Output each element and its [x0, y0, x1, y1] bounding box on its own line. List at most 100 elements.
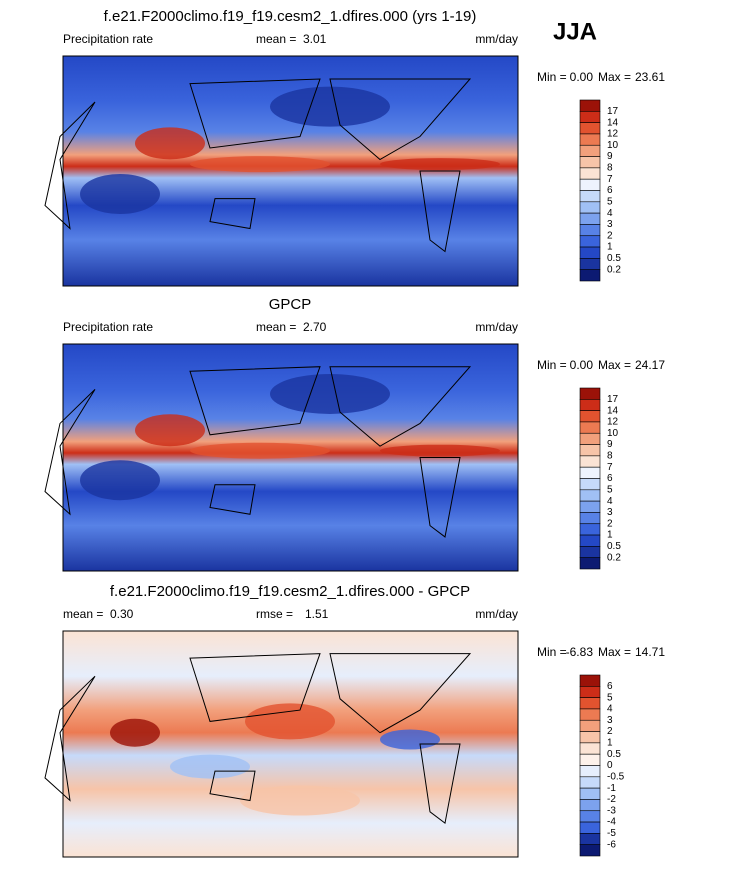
colorbar-label: 0: [607, 760, 613, 771]
colorbar-label: 14: [607, 117, 619, 128]
colorbar-box: [579, 557, 601, 570]
coastline: [419, 457, 461, 538]
colorbar-label: 17: [607, 394, 619, 405]
colorbar-box: [579, 444, 601, 457]
map-feature: [240, 785, 360, 816]
colorbar-label: 5: [607, 484, 613, 495]
units: mm/day: [475, 607, 518, 621]
stat-label: mean =: [63, 607, 103, 621]
panel-title: f.e21.F2000climo.f19_f19.cesm2_1.dfires.…: [110, 583, 470, 600]
colorbar-label: 9: [607, 439, 613, 450]
colorbar-label: 7: [607, 462, 613, 473]
colorbar-label: 2: [607, 518, 613, 529]
colorbar-box: [579, 387, 601, 400]
colorbar-label: 5: [607, 692, 613, 703]
colorbar-label: 10: [607, 140, 619, 151]
colorbar-label: 1: [607, 738, 613, 749]
map-feature: [110, 718, 160, 747]
colorbar-label: -2: [607, 794, 616, 805]
colorbar-box: [579, 156, 601, 169]
colorbar-box: [579, 410, 601, 423]
colorbar-label: 0.5: [607, 253, 621, 264]
colorbar-label: 12: [607, 417, 619, 428]
stat-label: mean =: [256, 320, 296, 334]
colorbar-box: [579, 99, 601, 112]
colorbar-label: 2: [607, 726, 613, 737]
colorbar-label: 1: [607, 530, 613, 541]
colorbar-box: [579, 269, 601, 282]
colorbar-label: -5: [607, 828, 616, 839]
colorbar-box: [579, 167, 601, 180]
max-label: Max =: [598, 358, 631, 372]
coastline: [209, 198, 256, 230]
colorbar-label: 2: [607, 230, 613, 241]
min-label: Min =: [537, 358, 567, 372]
map-feature: [380, 444, 500, 457]
map-feature: [135, 414, 205, 447]
panel-title: GPCP: [269, 296, 312, 313]
map-feature: [135, 127, 205, 160]
colorbar-label: -1: [607, 783, 616, 794]
min-label: Min =: [537, 645, 567, 659]
coastline: [419, 170, 461, 253]
map-feature: [270, 86, 390, 127]
stat-value: 0.30: [110, 607, 134, 621]
colorbar-box: [579, 111, 601, 123]
colorbar-box: [579, 178, 601, 191]
colorbar-label: 0.2: [607, 552, 621, 563]
colorbar-label: 14: [607, 405, 619, 416]
stat-label: mean =: [256, 32, 296, 46]
colorbar-box: [579, 810, 601, 823]
map-feature: [380, 158, 500, 171]
colorbar-box: [579, 742, 601, 755]
panel-title: f.e21.F2000climo.f19_f19.cesm2_1.dfires.…: [104, 8, 477, 25]
coastline: [329, 366, 472, 447]
colorbar-box: [579, 201, 601, 214]
map-feature: [190, 442, 330, 459]
max-label: Max =: [598, 645, 631, 659]
colorbar-box: [579, 753, 601, 766]
map-feature: [80, 460, 160, 501]
units: mm/day: [475, 32, 518, 46]
colorbar-box: [579, 674, 601, 687]
colorbar-label: 3: [607, 507, 613, 518]
coastline: [419, 743, 461, 824]
colorbar-box: [579, 697, 601, 710]
coastline: [189, 653, 321, 722]
colorbar-label: 6: [607, 473, 613, 484]
colorbar-box: [579, 500, 601, 513]
left-label: Precipitation rate: [63, 320, 153, 334]
colorbar-label: -3: [607, 805, 616, 816]
max-label: Max =: [598, 70, 631, 84]
colorbar-box: [579, 799, 601, 812]
coastline: [44, 389, 96, 516]
colorbar-box: [579, 523, 601, 536]
colorbar-label: 17: [607, 106, 619, 117]
colorbar-label: 10: [607, 428, 619, 439]
colorbar-box: [579, 546, 601, 558]
colorbar-label: 4: [607, 704, 613, 715]
stat-value: 1.51: [305, 607, 329, 621]
coastline: [44, 675, 96, 802]
map-feature: [245, 703, 335, 740]
colorbar-label: 4: [607, 496, 613, 507]
coastline: [329, 78, 472, 161]
colorbar-label: -6: [607, 839, 616, 850]
max-value: 23.61: [635, 70, 665, 84]
map-feature: [170, 754, 250, 779]
colorbar-box: [579, 686, 601, 698]
colorbar-box: [579, 844, 601, 857]
coastline: [209, 770, 256, 802]
coastline: [44, 101, 96, 230]
colorbar-box: [579, 235, 601, 248]
colorbar-box: [579, 258, 601, 270]
colorbar-label: -4: [607, 817, 616, 828]
stat-value: 3.01: [303, 32, 327, 46]
colorbar-box: [579, 133, 601, 146]
left-label: Precipitation rate: [63, 32, 153, 46]
colorbar-box: [579, 478, 601, 491]
coastline: [209, 484, 256, 515]
colorbar-box: [579, 787, 601, 800]
colorbar-box: [579, 765, 601, 778]
